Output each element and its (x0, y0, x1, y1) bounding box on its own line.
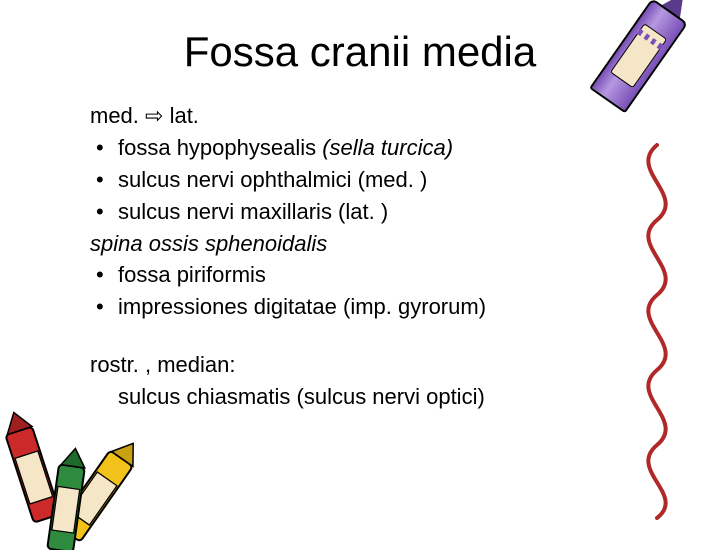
tail-line-1: rostr. , median: (90, 349, 650, 381)
bullet-italic: (sella turcica) (322, 135, 453, 160)
mid-line: spina ossis sphenoidalis (90, 228, 650, 260)
lead-line: med. ⇨ lat. (90, 100, 650, 132)
bullet-item: sulcus nervi ophthalmici (med. ) (90, 164, 650, 196)
bullet-text: sulcus nervi maxillaris (lat. ) (118, 199, 388, 224)
bullet-text: fossa hypophysealis (118, 135, 322, 160)
bullet-item: fossa piriformis (90, 259, 650, 291)
crayons-group-icon (0, 400, 190, 550)
content-block: med. ⇨ lat. fossa hypophysealis (sella t… (90, 100, 650, 413)
slide: Fossa cranii media med. ⇨ lat. fossa hyp… (0, 0, 720, 540)
bullet-item: fossa hypophysealis (sella turcica) (90, 132, 650, 164)
bullet-text: fossa piriformis (118, 262, 266, 287)
squiggle-icon (622, 140, 692, 520)
bullet-item: sulcus nervi maxillaris (lat. ) (90, 196, 650, 228)
bullet-text: sulcus nervi ophthalmici (med. ) (118, 167, 427, 192)
bullet-text: impressiones digitatae (imp. gyrorum) (118, 294, 486, 319)
spacer (90, 323, 650, 349)
bullet-item: impressiones digitatae (imp. gyrorum) (90, 291, 650, 323)
